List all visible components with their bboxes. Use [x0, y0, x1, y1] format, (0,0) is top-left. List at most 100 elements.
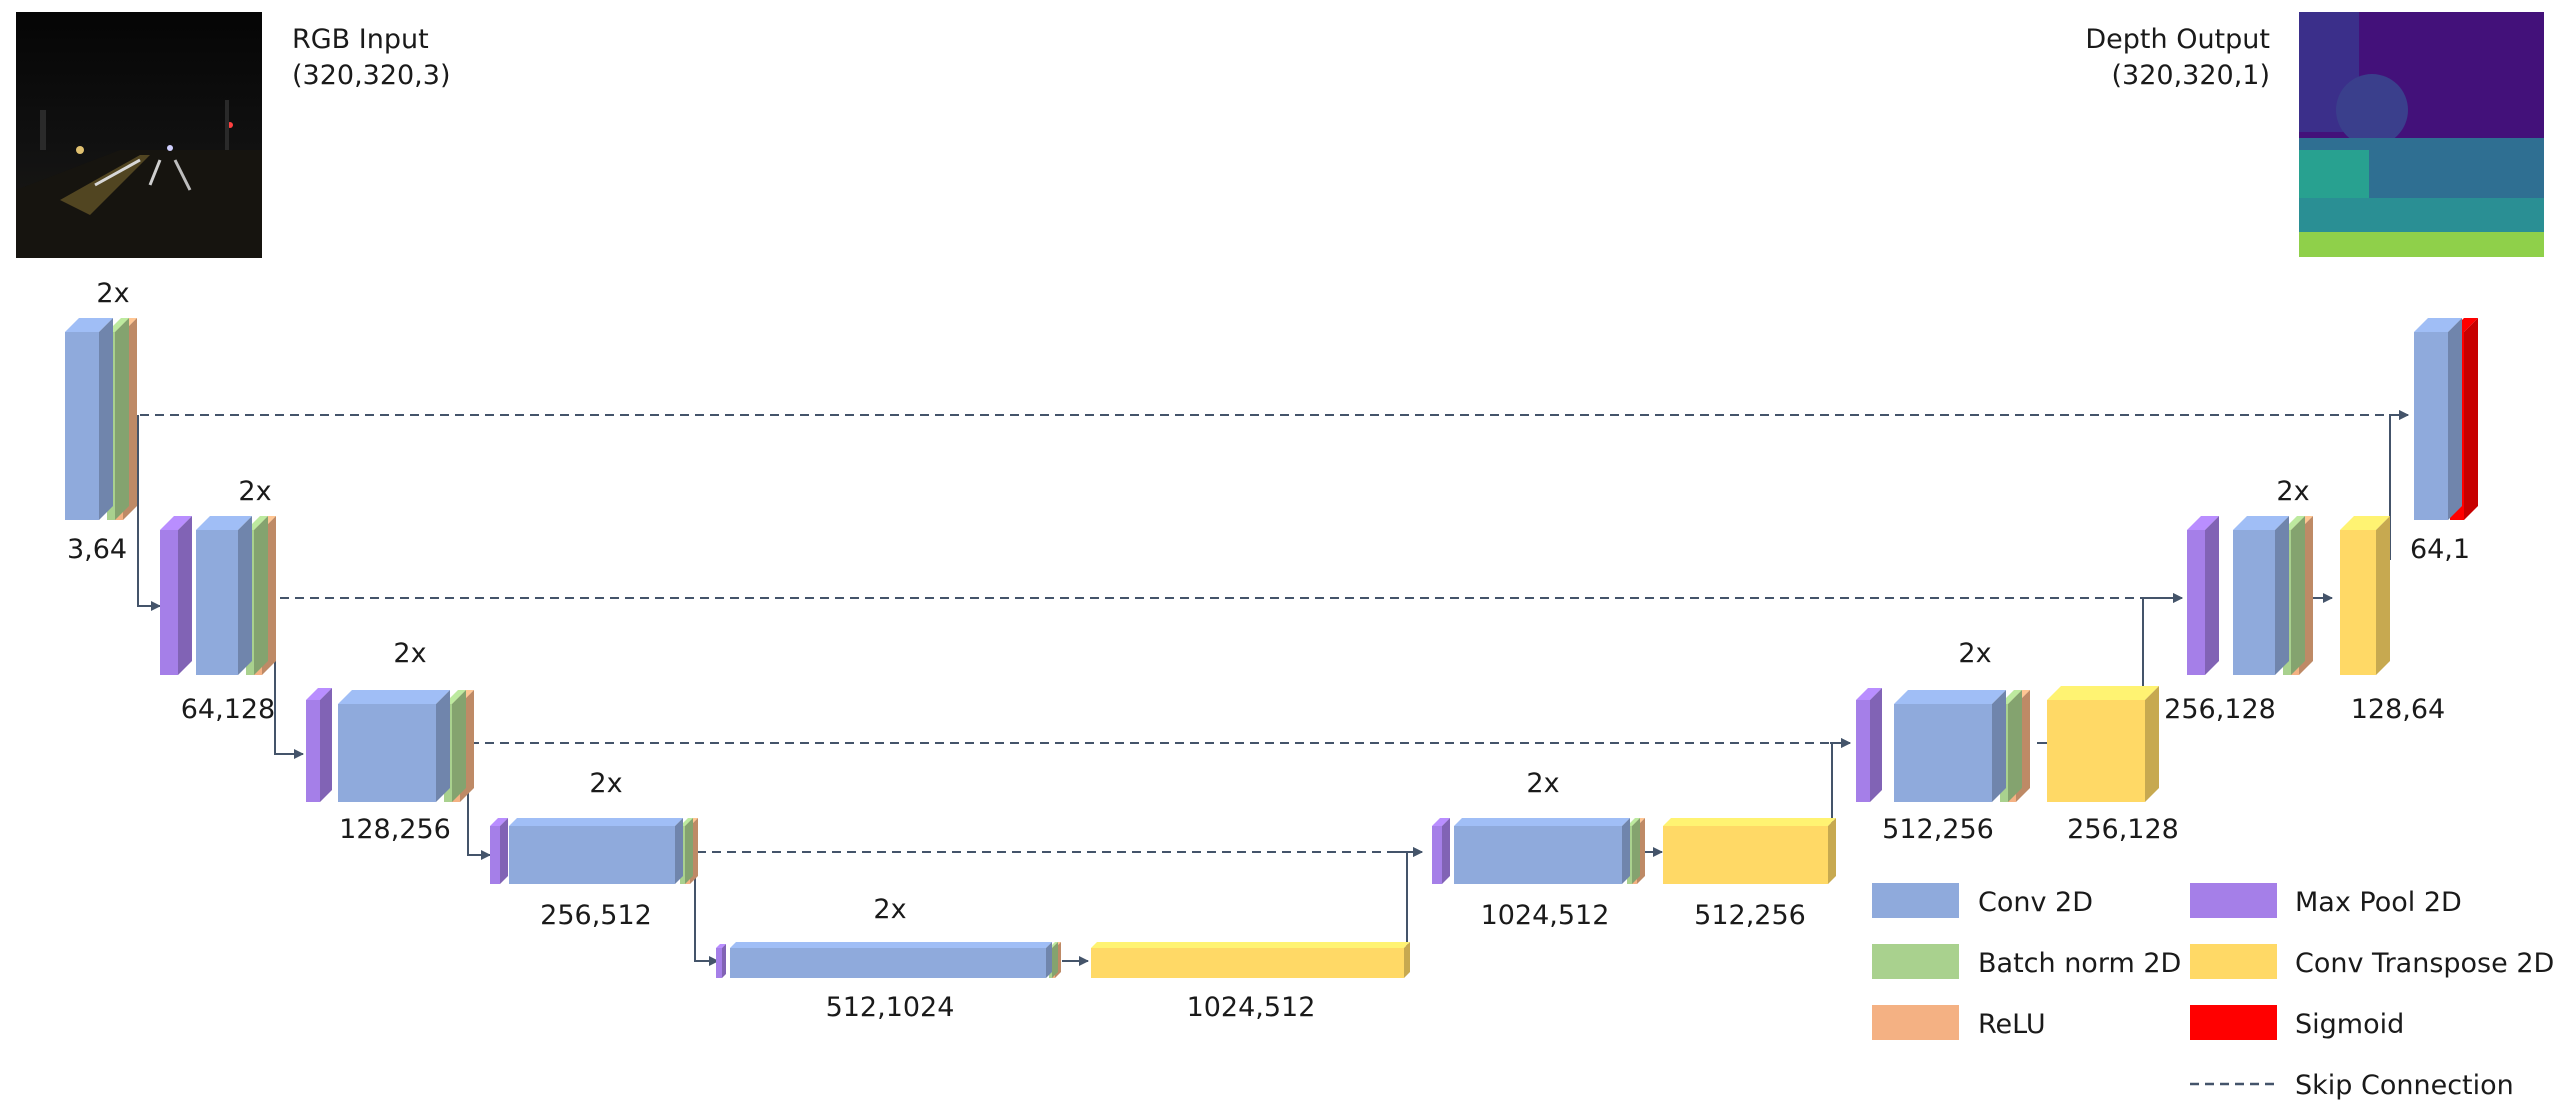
dec1-block-bn-side	[1632, 818, 1640, 884]
pool3-block-side	[500, 818, 508, 884]
enc1-block-bn-side	[115, 318, 129, 520]
legend-label-pool: Max Pool 2D	[2295, 887, 2462, 918]
up4-block-side	[2376, 516, 2390, 675]
pool4-block-top	[716, 944, 726, 948]
pool4-block	[716, 948, 722, 978]
bottleneck-channels: 512,1024	[826, 992, 955, 1023]
dec1-block-conv	[1454, 826, 1622, 884]
bottleneck-block-conv-side	[1046, 942, 1052, 978]
up2-block-top	[1663, 818, 1836, 826]
final-conv-block-side	[2448, 318, 2462, 520]
enc3-block-conv	[338, 704, 436, 802]
enc3-channels: 128,256	[339, 814, 451, 845]
layer-blocks	[65, 318, 2478, 978]
arrow-up4-final	[2389, 410, 2409, 560]
dec3-repeat: 2x	[2276, 476, 2309, 507]
enc4-repeat: 2x	[589, 768, 622, 799]
dec2-pool-block-side	[1870, 688, 1882, 802]
pool1-block	[160, 530, 178, 675]
enc2-channels: 64,128	[181, 694, 275, 725]
up1-block-top	[1091, 942, 1410, 948]
up3-block-side	[2145, 686, 2159, 802]
arrow-enc2-pool2	[274, 598, 304, 759]
enc4-block-bn-top	[680, 818, 693, 826]
enc4-channels: 256,512	[540, 900, 652, 931]
dec1-pool-block	[1432, 826, 1442, 884]
arrow-up1-pool-dec1	[1406, 847, 1423, 961]
up2-channels: 512,256	[1694, 900, 1806, 931]
dec3-pool-block-side	[2205, 516, 2219, 675]
arrow-enc1-pool1	[137, 415, 161, 611]
dec1-block-conv-side	[1622, 818, 1630, 884]
output-title: Depth Output	[2085, 24, 2270, 55]
pool1-block-side	[178, 516, 192, 675]
enc1-block-conv	[65, 332, 99, 520]
dec3-pool-block	[2187, 530, 2205, 675]
legend-swatch-bn	[1872, 944, 1959, 979]
enc4-block-bn-side	[685, 818, 693, 884]
legend-label-convt: Conv Transpose 2D	[2295, 948, 2554, 979]
up3-block	[2047, 700, 2145, 802]
dec2-block-conv	[1894, 704, 1992, 802]
dec1-block-bn-top	[1627, 818, 1640, 826]
enc2-block-conv-side	[238, 516, 252, 675]
bottleneck-repeat: 2x	[873, 894, 906, 925]
up2-block	[1663, 826, 1828, 884]
dec2-pool-block	[1856, 700, 1870, 802]
enc1-repeat: 2x	[96, 278, 129, 309]
dec2-repeat: 2x	[1958, 638, 1991, 669]
legend-label-relu: ReLU	[1978, 1009, 2046, 1040]
output-shape: (320,320,1)	[2112, 60, 2270, 91]
arrow-enc4-pool4	[694, 852, 719, 966]
sigmoid-block-side	[2464, 318, 2478, 520]
enc2-block-bn-side	[254, 516, 268, 675]
enc4-block-conv-top	[509, 818, 683, 826]
enc3-block-conv-top	[338, 690, 450, 704]
legend-label-conv: Conv 2D	[1978, 887, 2093, 918]
legend-swatch-sigmoid	[2190, 1005, 2277, 1040]
legend-swatch-convt	[2190, 944, 2277, 979]
enc2-repeat: 2x	[238, 476, 271, 507]
dec2-block-conv-side	[1992, 690, 2006, 802]
pool4-block-side	[722, 944, 726, 978]
dec1-channels: 1024,512	[1481, 900, 1610, 931]
pool1-block-top	[160, 516, 192, 530]
bottleneck-block-bn-side	[1052, 942, 1058, 978]
legend-swatch-conv	[1872, 883, 1959, 918]
up4-block	[2340, 530, 2376, 675]
pool2-block-top	[306, 688, 332, 700]
up4-block-top	[2340, 516, 2390, 530]
dec3-pool-block-top	[2187, 516, 2219, 530]
dec3-block-conv-top	[2233, 516, 2289, 530]
enc4-block-conv-side	[675, 818, 683, 884]
depth-output-image	[2299, 12, 2544, 257]
up3-block-top	[2047, 686, 2159, 700]
dec3-block-conv-side	[2275, 516, 2289, 675]
rgb-input-image	[16, 12, 262, 258]
dec3-channels: 256,128	[2164, 694, 2276, 725]
enc1-block-conv-top	[65, 318, 113, 332]
dec2-block-conv-top	[1894, 690, 2006, 704]
final-conv-block-top	[2414, 318, 2462, 332]
dec3-block-bn-side	[2291, 516, 2305, 675]
bottleneck-block-conv	[730, 948, 1046, 978]
legend-label-bn: Batch norm 2D	[1978, 948, 2181, 979]
legend-swatch-pool	[2190, 883, 2277, 918]
input-shape: (320,320,3)	[292, 60, 450, 91]
pool2-block	[306, 700, 320, 802]
legend-swatch-relu	[1872, 1005, 1959, 1040]
dec1-block-conv-top	[1454, 818, 1630, 826]
dec2-pool-block-top	[1856, 688, 1882, 700]
enc2-block-conv-top	[196, 516, 252, 530]
final-conv-block	[2414, 332, 2448, 520]
final-channels: 64,1	[2410, 534, 2470, 565]
enc3-block-bn-side	[452, 690, 466, 802]
up1-channels: 1024,512	[1187, 992, 1316, 1023]
legend-label-sigmoid: Sigmoid	[2295, 1009, 2404, 1040]
up1-block-side	[1404, 942, 1410, 978]
up1-block	[1091, 948, 1404, 978]
enc2-block-conv	[196, 530, 238, 675]
legend-label-skip: Skip Connection	[2295, 1070, 2514, 1101]
dec1-repeat: 2x	[1526, 768, 1559, 799]
legend: Conv 2D Batch norm 2D ReLU Max Pool 2D C…	[1872, 883, 2554, 1101]
